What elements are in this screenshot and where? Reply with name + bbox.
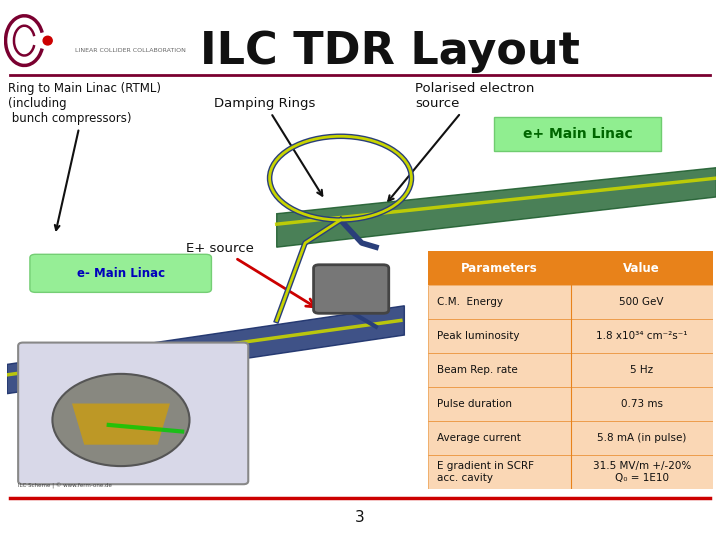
Text: LINEAR COLLIDER COLLABORATION: LINEAR COLLIDER COLLABORATION	[75, 48, 186, 52]
Text: 5.8 mA (in pulse): 5.8 mA (in pulse)	[597, 433, 686, 443]
Text: Beam Rep. rate: Beam Rep. rate	[437, 365, 518, 375]
Text: Peak luminosity: Peak luminosity	[437, 331, 519, 341]
Text: e+ Main Linac: e+ Main Linac	[523, 127, 633, 141]
Text: Parameters: Parameters	[461, 261, 538, 274]
Polygon shape	[7, 306, 405, 394]
Text: 31.5 MV/m +/-20%
Q₀ = 1E10: 31.5 MV/m +/-20% Q₀ = 1E10	[593, 461, 690, 483]
Text: 500 GeV: 500 GeV	[619, 297, 664, 307]
FancyBboxPatch shape	[570, 319, 713, 353]
Text: Average current: Average current	[437, 433, 521, 443]
Text: 1.8 x10³⁴ cm⁻²s⁻¹: 1.8 x10³⁴ cm⁻²s⁻¹	[596, 331, 688, 341]
Text: Pulse duration: Pulse duration	[437, 399, 512, 409]
Text: ILC Scheme | © www.ferm-one.de: ILC Scheme | © www.ferm-one.de	[18, 483, 112, 489]
FancyBboxPatch shape	[570, 251, 713, 285]
FancyBboxPatch shape	[314, 265, 389, 313]
FancyBboxPatch shape	[494, 117, 661, 151]
FancyBboxPatch shape	[428, 251, 570, 285]
FancyBboxPatch shape	[570, 285, 713, 319]
FancyBboxPatch shape	[428, 421, 570, 455]
FancyBboxPatch shape	[30, 254, 212, 292]
Polygon shape	[72, 403, 170, 445]
Text: 0.73 ms: 0.73 ms	[621, 399, 662, 409]
Text: E+ source: E+ source	[186, 242, 315, 307]
Text: e- Main Linac: e- Main Linac	[76, 267, 165, 280]
Text: Polarised electron
source: Polarised electron source	[388, 82, 534, 201]
FancyBboxPatch shape	[428, 285, 570, 319]
Text: E gradient in SCRF
acc. cavity: E gradient in SCRF acc. cavity	[437, 461, 534, 483]
FancyBboxPatch shape	[570, 387, 713, 421]
FancyBboxPatch shape	[18, 342, 248, 484]
Text: Value: Value	[624, 261, 660, 274]
Text: C.M.  Energy: C.M. Energy	[437, 297, 503, 307]
FancyBboxPatch shape	[570, 353, 713, 387]
FancyBboxPatch shape	[570, 421, 713, 455]
Text: 5 Hz: 5 Hz	[630, 365, 653, 375]
FancyBboxPatch shape	[428, 353, 570, 387]
Polygon shape	[276, 167, 716, 247]
FancyBboxPatch shape	[428, 455, 570, 489]
FancyBboxPatch shape	[428, 319, 570, 353]
Text: Ring to Main Linac (RTML)
(including
 bunch compressors): Ring to Main Linac (RTML) (including bun…	[8, 82, 161, 230]
FancyBboxPatch shape	[570, 455, 713, 489]
Text: 3: 3	[355, 510, 365, 525]
Circle shape	[53, 374, 189, 466]
Text: ILC TDR Layout: ILC TDR Layout	[200, 30, 580, 73]
Text: Damping Rings: Damping Rings	[215, 97, 323, 195]
Circle shape	[43, 36, 53, 45]
FancyBboxPatch shape	[428, 387, 570, 421]
